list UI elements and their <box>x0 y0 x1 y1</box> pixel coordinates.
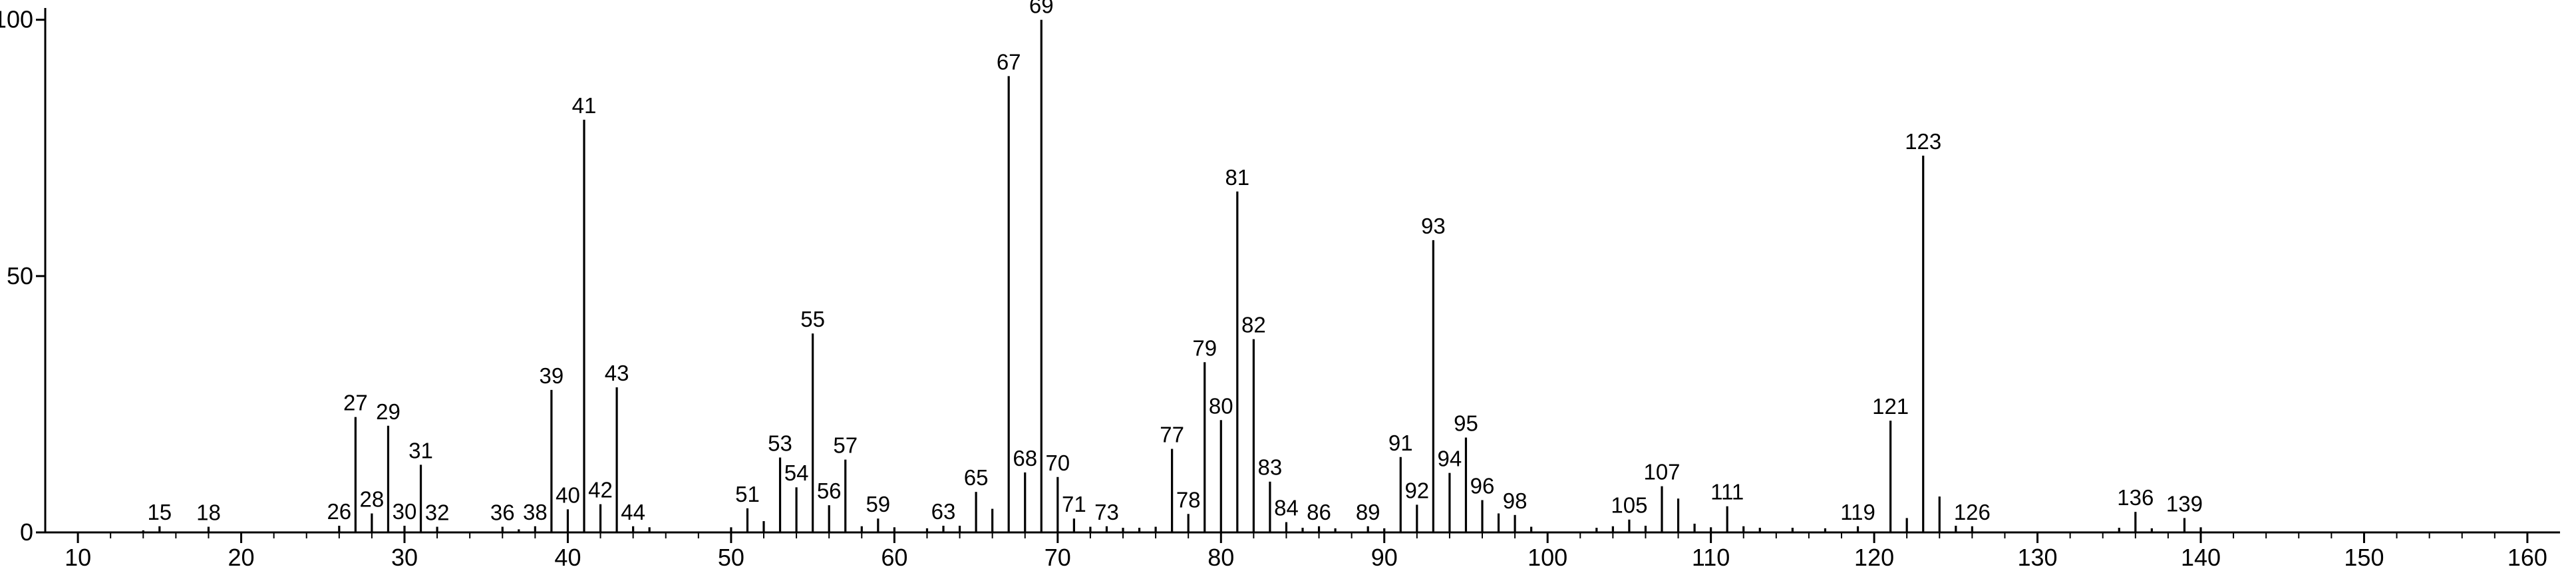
x-tick-label-90: 90 <box>1371 544 1398 571</box>
peak-label-79: 79 <box>1192 335 1217 360</box>
peak-label-70: 70 <box>1045 451 1070 475</box>
peak-label-84: 84 <box>1274 496 1299 520</box>
x-tick-label-100: 100 <box>1528 544 1567 571</box>
x-tick-label-10: 10 <box>65 544 91 571</box>
peak-label-38: 38 <box>523 500 548 524</box>
peak-label-51: 51 <box>735 482 760 506</box>
peak-label-18: 18 <box>196 500 221 525</box>
peak-label-136: 136 <box>2117 485 2154 510</box>
peak-label-31: 31 <box>408 438 433 463</box>
peak-label-95: 95 <box>1454 411 1478 435</box>
peak-label-98: 98 <box>1503 488 1528 513</box>
peak-label-54: 54 <box>784 461 809 485</box>
peak-label-89: 89 <box>1356 500 1380 524</box>
x-tick-label-80: 80 <box>1208 544 1234 571</box>
peak-label-44: 44 <box>621 500 645 524</box>
peak-label-82: 82 <box>1241 313 1266 337</box>
y-tick-label-50: 50 <box>7 262 33 289</box>
peak-label-73: 73 <box>1094 500 1119 524</box>
x-tick-label-40: 40 <box>554 544 581 571</box>
peak-label-123: 123 <box>1905 129 1941 154</box>
peak-label-30: 30 <box>393 499 417 524</box>
peak-label-71: 71 <box>1062 492 1086 516</box>
peak-label-27: 27 <box>343 391 368 415</box>
peak-label-36: 36 <box>490 500 515 525</box>
y-tick-label-0: 0 <box>20 518 33 546</box>
peak-label-80: 80 <box>1209 393 1233 418</box>
x-tick-label-70: 70 <box>1045 544 1071 571</box>
x-tick-label-30: 30 <box>391 544 418 571</box>
x-tick-label-150: 150 <box>2344 544 2384 571</box>
peak-label-67: 67 <box>997 49 1021 74</box>
x-tick-label-140: 140 <box>2181 544 2221 571</box>
peak-label-39: 39 <box>540 363 564 388</box>
peak-label-32: 32 <box>425 500 450 525</box>
peak-label-43: 43 <box>605 361 629 385</box>
x-tick-label-60: 60 <box>881 544 907 571</box>
peak-label-126: 126 <box>1954 500 1991 524</box>
x-tick-label-120: 120 <box>1854 544 1894 571</box>
peak-label-59: 59 <box>866 492 890 516</box>
peak-label-121: 121 <box>1872 394 1909 419</box>
peak-label-28: 28 <box>360 486 385 511</box>
peak-label-57: 57 <box>833 433 858 458</box>
peak-label-111: 111 <box>1710 480 1744 504</box>
peak-label-78: 78 <box>1176 487 1201 512</box>
peak-label-69: 69 <box>1029 0 1054 18</box>
spectrum-peaks <box>142 19 2202 532</box>
x-tick-label-160: 160 <box>2507 544 2547 571</box>
peak-label-55: 55 <box>800 307 825 331</box>
peak-label-94: 94 <box>1438 447 1462 471</box>
chart-axes: 0 50 100 10 20 30 40 50 60 70 80 90 100 110 120 130 140 1… <box>0 6 2560 571</box>
peak-label-42: 42 <box>588 478 613 502</box>
peak-label-41: 41 <box>572 93 597 118</box>
peak-label-68: 68 <box>1013 446 1037 471</box>
peak-label-139: 139 <box>2166 491 2203 516</box>
peak-label-26: 26 <box>327 499 351 524</box>
y-tick-label-100: 100 <box>0 6 33 33</box>
peak-label-91: 91 <box>1388 431 1413 455</box>
peak-label-15: 15 <box>147 500 172 524</box>
peak-label-63: 63 <box>931 499 956 524</box>
peak-labels: 15 18 26 27 28 29 30 31 32 36 38 39 40 41 42 43 44 51 53 54… <box>147 0 2203 525</box>
peak-label-81: 81 <box>1225 165 1249 190</box>
x-tick-label-110: 110 <box>1692 544 1730 571</box>
peak-label-107: 107 <box>1643 460 1680 484</box>
peak-label-53: 53 <box>768 431 792 456</box>
peak-label-40: 40 <box>556 482 580 507</box>
peak-label-65: 65 <box>964 465 989 490</box>
x-tick-label-50: 50 <box>718 544 744 571</box>
peak-label-86: 86 <box>1307 500 1331 524</box>
peak-label-119: 119 <box>1840 500 1875 524</box>
x-tick-label-20: 20 <box>228 544 255 571</box>
peak-label-92: 92 <box>1404 478 1429 502</box>
x-tick-label-130: 130 <box>2018 544 2058 571</box>
peak-label-77: 77 <box>1160 422 1184 447</box>
peak-label-96: 96 <box>1470 473 1495 498</box>
peak-label-29: 29 <box>376 399 401 424</box>
peak-label-105: 105 <box>1611 493 1647 518</box>
peak-label-93: 93 <box>1421 214 1446 238</box>
peak-label-56: 56 <box>817 478 842 503</box>
peak-label-83: 83 <box>1258 455 1283 480</box>
